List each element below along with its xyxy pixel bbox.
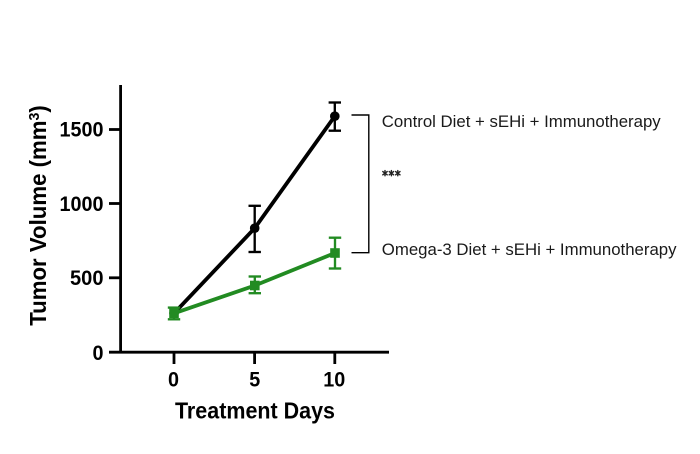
- svg-text:0: 0: [168, 367, 179, 391]
- svg-text:Omega-3 Diet + sEHi + Immunoth: Omega-3 Diet + sEHi + Immunotherapy: [382, 240, 677, 259]
- svg-text:10: 10: [323, 367, 345, 391]
- svg-text:Control Diet + sEHi + Immunoth: Control Diet + sEHi + Immunotherapy: [382, 112, 661, 131]
- svg-text:0: 0: [93, 341, 104, 365]
- svg-text:Treatment Days: Treatment Days: [175, 397, 335, 423]
- svg-text:1000: 1000: [60, 192, 104, 216]
- svg-text:Tumor Volume (mm3): Tumor Volume (mm3): [24, 105, 51, 325]
- svg-text:1500: 1500: [60, 118, 104, 142]
- svg-text:5: 5: [249, 367, 260, 391]
- svg-text:500: 500: [70, 266, 104, 290]
